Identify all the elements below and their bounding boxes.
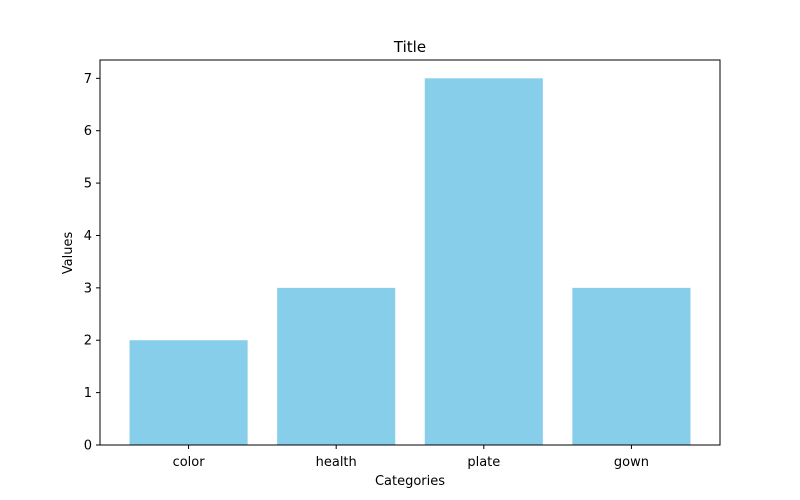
y-tick-label-6: 6 (84, 124, 92, 139)
x-tick-label-gown: gown (614, 455, 649, 470)
y-tick-label-7: 7 (84, 72, 92, 87)
bar-plate (424, 78, 543, 445)
y-axis-label: Values (61, 232, 76, 275)
y-tick-label-2: 2 (84, 334, 92, 349)
x-axis-label: Categories (375, 474, 445, 489)
chart-title: Title (393, 38, 426, 56)
x-tick-label-plate: plate (467, 455, 500, 470)
y-tick-label-0: 0 (84, 439, 92, 454)
y-tick-label-1: 1 (84, 386, 92, 401)
y-tick-label-5: 5 (84, 177, 92, 192)
plot-frame (99, 59, 721, 446)
bars-layer (129, 78, 691, 445)
y-axis: 0 1 2 3 4 5 6 7 (84, 72, 100, 454)
x-tick-label-color: color (173, 455, 206, 470)
bar-gown (572, 287, 691, 445)
x-tick-label-health: health (316, 455, 357, 470)
y-tick-label-4: 4 (84, 229, 92, 244)
y-tick-label-3: 3 (84, 281, 92, 296)
x-axis: color health plate gown (173, 445, 649, 470)
bar-health (277, 287, 396, 445)
bar-color (129, 340, 248, 445)
